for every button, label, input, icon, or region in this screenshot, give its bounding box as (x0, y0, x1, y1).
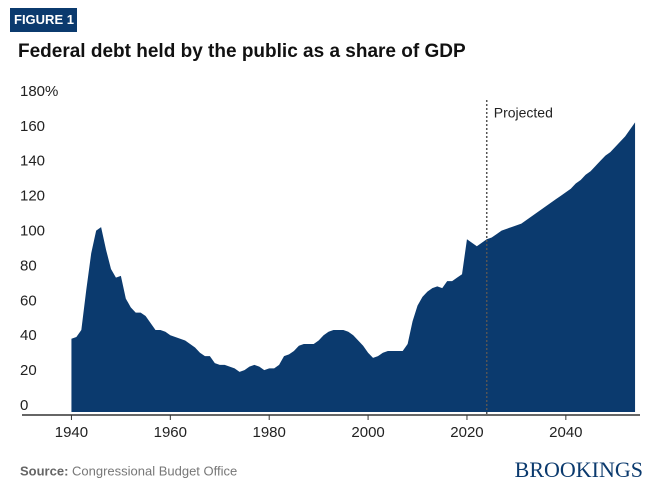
x-tick-label: 1960 (154, 424, 187, 441)
x-tick-label: 2040 (549, 424, 582, 441)
y-tick-label: 100 (20, 223, 45, 240)
y-tick-label: 120 (20, 188, 45, 205)
y-tick-label: 140 (20, 153, 45, 170)
figure-label: FIGURE 1 (14, 12, 74, 27)
y-tick-label: 180% (20, 83, 58, 100)
chart-title: Federal debt held by the public as a sha… (18, 41, 466, 62)
y-tick-label: 40 (20, 327, 37, 344)
y-tick-label: 80 (20, 257, 37, 274)
annotation: Projected (494, 105, 553, 121)
x-tick-label: 2020 (450, 424, 483, 441)
source-label: Source: (20, 463, 68, 478)
x-tick-label: 1940 (55, 424, 88, 441)
brand: BROOKINGS (515, 457, 643, 482)
y-tick-label: 0 (20, 397, 28, 414)
x-tick-label: 1980 (253, 424, 286, 441)
figure-badge (10, 8, 77, 32)
y-tick-label: 60 (20, 292, 37, 309)
area (71, 122, 636, 412)
y-tick-label: 20 (20, 362, 37, 379)
y-tick-label: 160 (20, 118, 45, 135)
x-tick-label: 2000 (351, 424, 384, 441)
source: Congressional Budget Office (72, 463, 237, 478)
